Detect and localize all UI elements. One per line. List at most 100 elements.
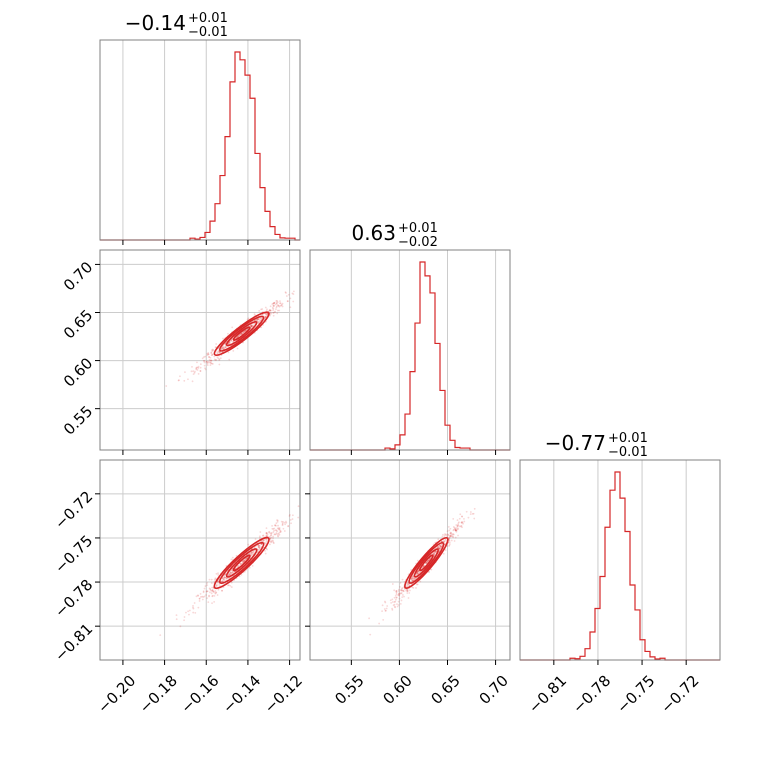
sample-point: [449, 532, 452, 535]
sample-point: [285, 295, 288, 297]
sample-point: [250, 324, 252, 327]
sample-point: [205, 594, 207, 596]
sample-point: [452, 517, 455, 520]
param-minus-error: −0.01: [188, 25, 228, 40]
sample-point: [273, 533, 276, 535]
sample-point: [409, 589, 411, 592]
sample-point: [256, 319, 258, 322]
sample-point: [460, 525, 462, 528]
sample-point: [212, 590, 215, 593]
sample-point: [209, 361, 212, 364]
sample-point: [407, 583, 409, 585]
sample-point: [254, 549, 256, 552]
sample-point: [266, 532, 268, 535]
sample-point: [462, 522, 464, 525]
sample-point: [269, 309, 272, 312]
sample-point: [197, 372, 200, 375]
sample-point: [452, 536, 455, 539]
sample-point: [438, 547, 440, 549]
sample-point: [213, 591, 216, 594]
sample-point: [274, 529, 277, 531]
sample-point: [215, 358, 218, 361]
sample-point: [411, 576, 414, 579]
sample-point: [260, 326, 263, 329]
sample-point: [411, 580, 414, 582]
sample-point: [292, 300, 295, 303]
sample-point: [463, 517, 465, 520]
sample-point: [206, 582, 209, 584]
sample-point: [237, 335, 240, 337]
sample-point: [270, 536, 273, 539]
sample-point: [230, 340, 232, 342]
sample-point: [217, 574, 220, 576]
sample-point: [448, 544, 451, 547]
sample-point: [284, 291, 287, 293]
sample-point: [250, 551, 252, 554]
sample-point: [195, 367, 198, 370]
sample-point: [261, 313, 264, 316]
sample-point: [231, 556, 234, 559]
sample-point: [221, 589, 223, 592]
sample-point: [268, 531, 270, 534]
sample-point: [263, 316, 266, 319]
density-contour: [218, 541, 265, 585]
sample-point: [240, 573, 243, 576]
sample-point: [250, 551, 253, 554]
sample-point: [243, 330, 246, 333]
sample-point: [250, 553, 253, 556]
sample-point: [215, 584, 218, 587]
sample-point: [432, 552, 435, 555]
sample-point: [211, 595, 214, 598]
histogram-line: [520, 471, 720, 661]
sample-point: [249, 325, 252, 327]
sample-point: [443, 539, 445, 542]
sample-point: [201, 598, 204, 601]
sample-point: [211, 348, 214, 351]
sample-point: [244, 559, 247, 562]
sample-point: [250, 325, 253, 327]
sample-point: [272, 305, 275, 308]
sample-point: [253, 313, 256, 315]
sample-point: [406, 592, 409, 594]
sample-point: [222, 346, 225, 349]
sample-point: [395, 596, 398, 599]
sample-point: [275, 533, 277, 536]
scatter-panel-2-1: [95, 249, 301, 455]
sample-point: [245, 557, 248, 560]
sample-point: [289, 297, 292, 300]
panel-frame: [99, 39, 301, 241]
sample-point: [449, 527, 452, 530]
sample-point: [236, 335, 239, 338]
sample-point: [226, 577, 228, 580]
sample-point: [369, 633, 372, 636]
sample-point: [389, 599, 392, 602]
sample-point: [272, 542, 275, 544]
sample-point: [402, 590, 405, 593]
density-contour: [232, 326, 251, 341]
sample-point: [227, 332, 229, 335]
sample-point: [281, 522, 284, 525]
sample-point: [257, 545, 260, 548]
sample-point: [244, 330, 246, 333]
sample-point: [428, 571, 431, 573]
sample-point: [416, 583, 419, 586]
sample-point: [261, 308, 264, 310]
sample-point: [405, 589, 408, 592]
sample-point: [393, 603, 396, 606]
sample-point: [291, 514, 294, 517]
sample-point: [277, 535, 280, 538]
sample-point: [227, 351, 230, 354]
sample-point: [264, 552, 267, 555]
sample-point: [442, 533, 444, 536]
sample-point: [440, 543, 443, 546]
sample-point: [227, 577, 230, 580]
sample-point: [260, 308, 262, 311]
sample-point: [203, 361, 206, 364]
sample-point: [247, 317, 250, 320]
sample-point: [216, 594, 219, 596]
sample-point: [273, 304, 276, 307]
sample-point: [218, 351, 221, 354]
sample-point: [258, 309, 261, 312]
sample-point: [269, 311, 272, 314]
sample-point: [416, 572, 419, 575]
